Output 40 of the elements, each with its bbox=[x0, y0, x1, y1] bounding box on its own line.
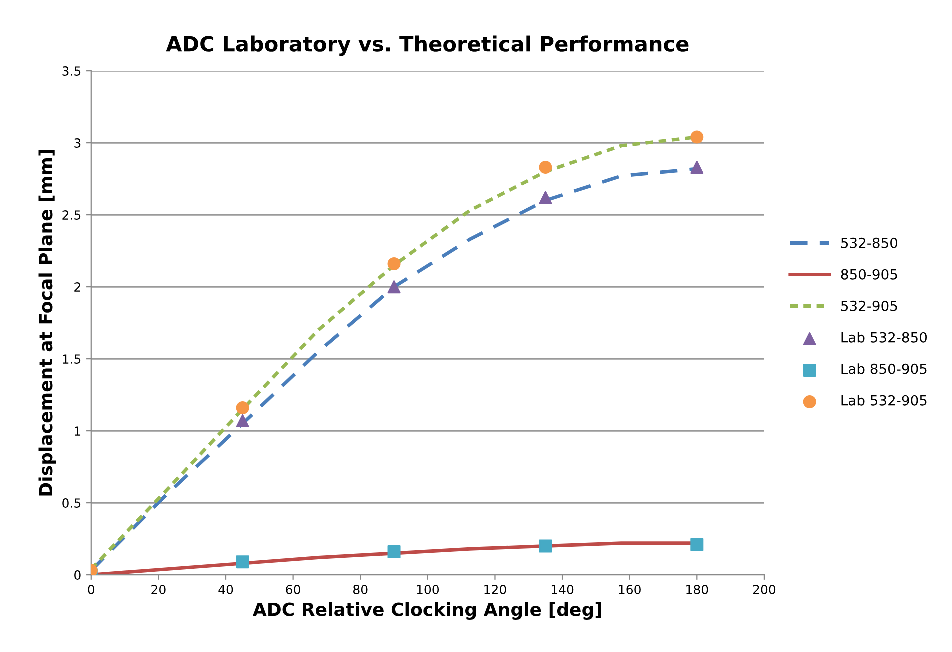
y-tick-label: 0.5 bbox=[62, 498, 81, 508]
x-tick-label: 140 bbox=[552, 585, 574, 594]
point bbox=[236, 414, 250, 428]
y-tick-label: 3.5 bbox=[62, 66, 81, 76]
x-tick-label: 180 bbox=[686, 585, 708, 594]
x-tick-label: 80 bbox=[354, 585, 368, 594]
point bbox=[690, 538, 704, 552]
x-tick-label: 160 bbox=[619, 585, 641, 594]
y-tick-label: 2.5 bbox=[62, 210, 81, 220]
point bbox=[388, 280, 401, 294]
x-tick-label: 20 bbox=[152, 585, 166, 594]
point bbox=[539, 161, 552, 174]
point bbox=[388, 546, 401, 559]
x-tick-label: 200 bbox=[753, 585, 776, 594]
point bbox=[690, 130, 704, 144]
y-axis-title: Displacement at Focal Plane [mm] bbox=[38, 150, 56, 496]
y-tick-label: 0 bbox=[74, 570, 81, 580]
x-tick-label: 60 bbox=[286, 585, 300, 594]
legend-label: Lab 532-850 bbox=[842, 332, 928, 343]
legend-label: Lab 532-905 bbox=[842, 395, 927, 406]
legend-label: 532-850 bbox=[841, 238, 898, 248]
x-tick-label: 40 bbox=[218, 585, 234, 594]
legend-label: 850-905 bbox=[841, 269, 898, 280]
x-axis-title: ADC Relative Clocking Angle [deg] bbox=[253, 602, 602, 620]
chart-title: ADC Laboratory vs. Theoretical Performance bbox=[166, 36, 689, 56]
x-tick-label: 100 bbox=[417, 585, 440, 594]
y-tick-label: 1.5 bbox=[63, 354, 81, 364]
point bbox=[388, 258, 401, 271]
point bbox=[236, 556, 250, 569]
point bbox=[539, 540, 552, 553]
legend-label: 532-905 bbox=[841, 300, 898, 312]
y-tick-label: 1 bbox=[75, 426, 81, 436]
x-tick-label: 0 bbox=[88, 585, 95, 594]
point bbox=[539, 191, 552, 204]
point bbox=[690, 161, 704, 174]
point bbox=[236, 402, 250, 415]
x-tick-label: 120 bbox=[484, 585, 506, 594]
y-tick-label: 3 bbox=[74, 138, 81, 148]
legend-label: Lab 850-905 bbox=[842, 364, 927, 374]
y-tick-label: 2 bbox=[74, 282, 80, 292]
